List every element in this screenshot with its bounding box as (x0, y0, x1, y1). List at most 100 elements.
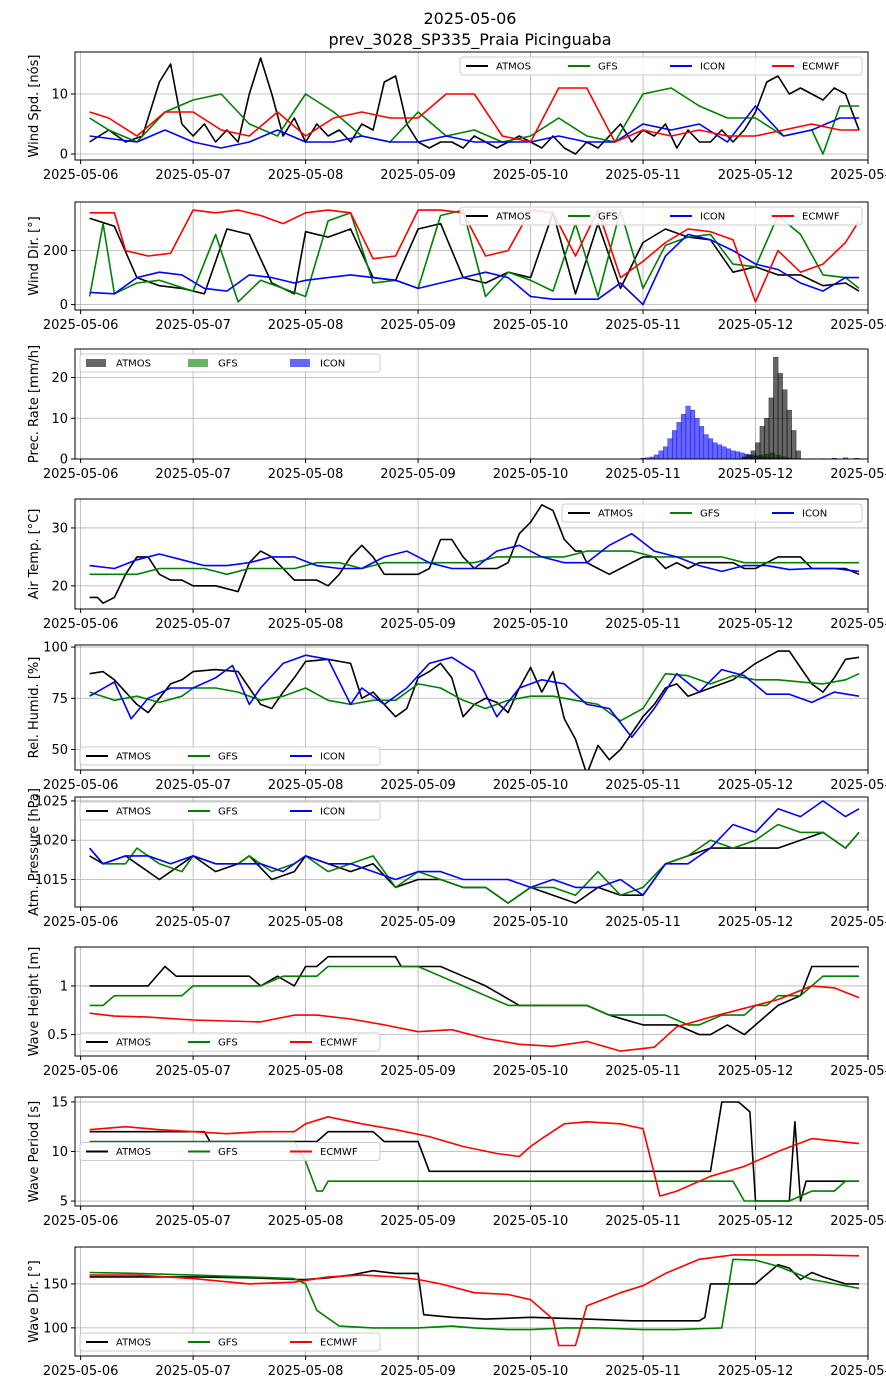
x-tick-label: 2025-05-13 (830, 915, 886, 930)
legend-label-gfs: GFS (218, 1147, 238, 1158)
y-axis-label: Wave Height [m] (27, 947, 42, 1057)
y-tick-label: 20 (51, 371, 68, 386)
x-tick-label: 2025-05-12 (718, 778, 794, 793)
x-tick-label: 2025-05-06 (43, 915, 119, 930)
chart-panels: 2025-05-06 2025-05-07 2025-05-08 2025-05-09… (27, 51, 886, 1379)
line-gfs (89, 965, 859, 1026)
legend-label-atmos: ATMOS (116, 1147, 151, 1158)
legend-label-ecmwf: ECMWF (802, 62, 840, 73)
y-tick-label: 10 (51, 1145, 68, 1160)
bar-icon (707, 438, 714, 459)
bar-icon (694, 418, 700, 459)
x-tick-label: 2025-05-12 (718, 915, 794, 930)
legend-label-ecmwf: ECMWF (320, 1038, 358, 1049)
legend-swatch-gfs (188, 359, 208, 367)
legend-label-atmos: ATMOS (496, 62, 531, 73)
series-icon (89, 532, 860, 573)
x-tick-label: 2025-05-08 (268, 168, 344, 183)
x-tick-label: 2025-05-11 (605, 318, 681, 333)
x-tick-label: 2025-05-13 (830, 467, 886, 482)
axes-frame (74, 201, 869, 311)
bar-atmos (795, 450, 801, 459)
series-icon (89, 654, 860, 739)
y-axis-label: Prec. Rate [mm/h] (27, 345, 42, 463)
x-tick-label: 2025-05-09 (380, 915, 456, 930)
x-tick-label: 2025-05-08 (268, 915, 344, 930)
legend-box (79, 1332, 381, 1352)
x-tick-label: 2025-05-08 (268, 1214, 344, 1229)
axes-frame (74, 796, 869, 908)
legend-label-icon: ICON (320, 807, 345, 818)
series-gfs (89, 1258, 860, 1331)
y-tick-label: 20 (51, 579, 68, 594)
bar-icon (662, 446, 669, 459)
legend: ATMOS GFS ICON (79, 353, 381, 373)
legend-label-atmos: ATMOS (116, 1038, 151, 1049)
x-tick-label: 2025-05-07 (155, 318, 231, 333)
line-gfs (89, 672, 860, 722)
x-tick-label: 2025-05-10 (493, 1364, 569, 1379)
bar-atmos (791, 430, 797, 459)
legend-box (79, 1032, 381, 1052)
x-tick-label: 2025-05-10 (493, 168, 569, 183)
x-tick-label: 2025-05-11 (605, 617, 681, 632)
x-tick-label: 2025-05-08 (268, 318, 344, 333)
y-tick-label: 1025 (35, 794, 68, 809)
x-tick-label: 2025-05-13 (830, 1364, 886, 1379)
x-tick-label: 2025-05-10 (493, 318, 569, 333)
legend-box (79, 353, 381, 373)
x-tick-label: 2025-05-07 (155, 617, 231, 632)
x-tick-label: 2025-05-12 (718, 617, 794, 632)
figure-title-line2: prev_3028_SP335_Praia Picinguaba (328, 30, 611, 50)
y-tick-label: 0 (60, 298, 68, 313)
y-tick-label: 100 (43, 1321, 68, 1336)
bar-icon (698, 426, 705, 459)
panel-1: 2025-05-06 2025-05-07 2025-05-08 2025-05-09… (27, 51, 886, 183)
y-tick-label: 1020 (35, 834, 68, 849)
x-tick-label: 2025-05-09 (380, 467, 456, 482)
bar-atmos (786, 409, 792, 459)
bar-atmos (773, 356, 779, 459)
series-layer (89, 57, 860, 155)
series-gfs (89, 965, 860, 1026)
x-tick-label: 2025-05-13 (830, 168, 886, 183)
x-tick-label: 2025-05-07 (155, 1064, 231, 1079)
line-icon (89, 532, 860, 573)
series-layer (89, 503, 860, 605)
series-atmos (89, 955, 860, 1036)
y-axis-label: Wave Period [s] (27, 1101, 42, 1202)
legend-label-icon: ICON (320, 359, 345, 370)
panel-6: 2025-05-06 2025-05-07 2025-05-08 2025-05-09… (27, 788, 886, 930)
y-tick-label: 10 (51, 412, 68, 427)
legend-label-gfs: GFS (218, 752, 238, 763)
x-tick-label: 2025-05-11 (605, 1064, 681, 1079)
legend-label-atmos: ATMOS (116, 752, 151, 763)
series-layer (89, 1101, 860, 1202)
line-atmos (89, 1263, 859, 1322)
x-tick-label: 2025-05-09 (380, 168, 456, 183)
legend-box (459, 56, 863, 76)
y-tick-label: 5 (60, 1195, 68, 1210)
legend: ATMOS GFS ECMWF (79, 1142, 381, 1161)
y-tick-label: 0 (60, 453, 68, 468)
y-tick-label: 0 (60, 148, 68, 163)
series-layer (88, 209, 860, 306)
x-tick-label: 2025-05-09 (380, 778, 456, 793)
x-tick-label: 2025-05-13 (830, 617, 886, 632)
bar-atmos (777, 373, 783, 459)
legend-label-atmos: ATMOS (116, 359, 151, 370)
x-tick-label: 2025-05-12 (718, 1364, 794, 1379)
legend-label-gfs: GFS (598, 212, 618, 223)
line-gfs (89, 1258, 860, 1331)
bar-icon (676, 422, 682, 459)
x-tick-label: 2025-05-08 (268, 778, 344, 793)
x-tick-label: 2025-05-13 (830, 1214, 886, 1229)
panel-7: 2025-05-06 2025-05-07 2025-05-08 2025-05-09… (27, 946, 886, 1079)
bar-icon (725, 448, 732, 459)
bar-icon (716, 444, 723, 459)
bar-atmos (750, 450, 756, 459)
legend-label-atmos: ATMOS (598, 509, 633, 520)
x-tick-label: 2025-05-12 (718, 168, 794, 183)
series-gfs (89, 1140, 860, 1202)
x-tick-label: 2025-05-11 (605, 168, 681, 183)
